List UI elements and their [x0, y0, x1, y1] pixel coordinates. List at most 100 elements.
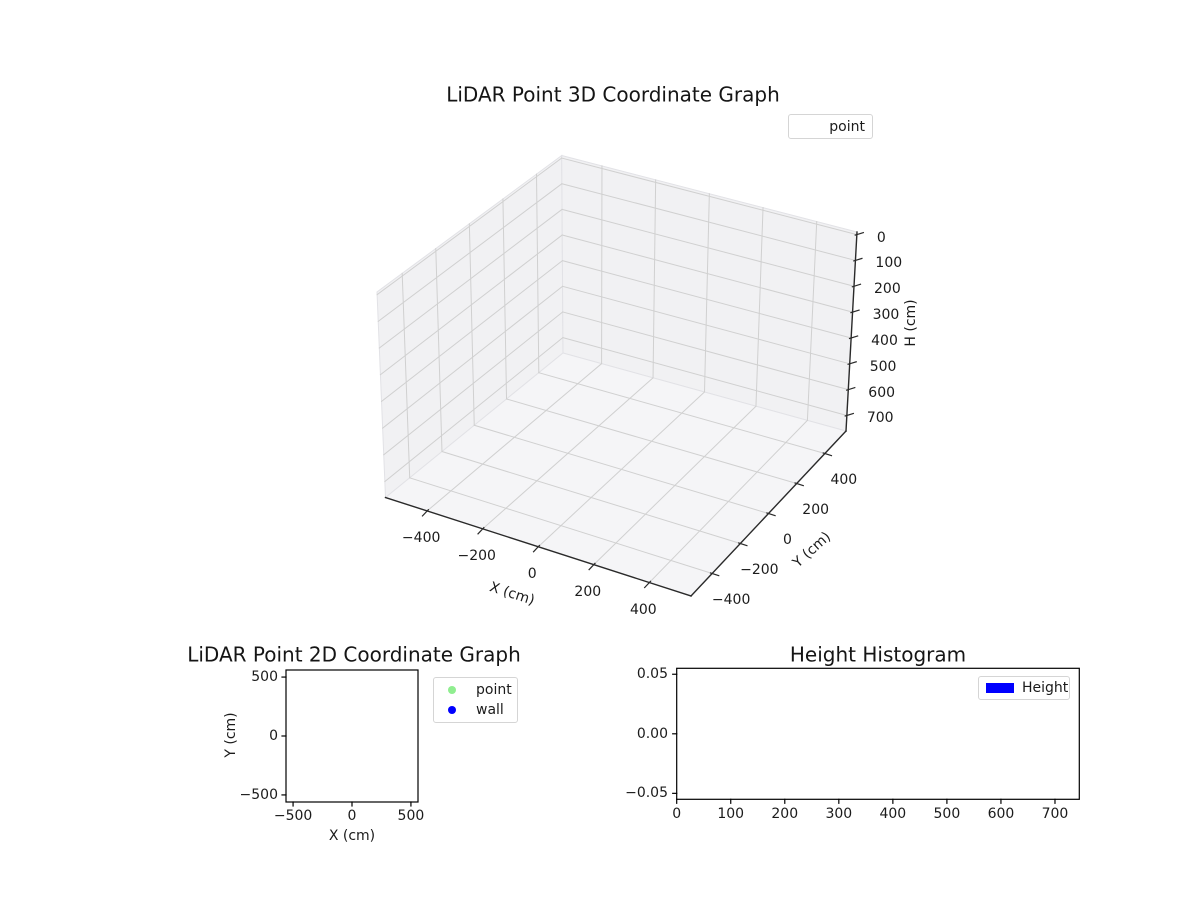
y-tick-label: −0.05: [625, 785, 668, 802]
x-tick-label: 400: [629, 601, 657, 618]
y-tick-label: 400: [830, 471, 858, 488]
empty-marker-handle: [796, 122, 822, 132]
x-tick-label: 100: [717, 806, 745, 822]
grid-line-h-left-wall: [381, 285, 564, 429]
y-tick-label: 0: [269, 728, 278, 744]
legend-entry-point: point: [434, 680, 517, 700]
grid-line-y-wall: [536, 173, 540, 374]
x-tick-label: 200: [574, 583, 602, 600]
plot3d-h-axis-label: H (cm): [903, 299, 919, 347]
grid-line-y-floor: [409, 477, 713, 575]
y-axis-tick: [709, 572, 720, 577]
legend-entry-point: point: [789, 115, 872, 138]
y-tick-label: 200: [802, 501, 830, 518]
legend-label: Height: [1022, 680, 1069, 696]
x-tick-label: 700: [1041, 806, 1069, 822]
h-axis-tick: [850, 309, 860, 314]
grid-line-y-wall: [468, 223, 475, 426]
legend-label: point: [476, 682, 512, 698]
plot2d-y-axis-label: Y (cm): [223, 712, 239, 758]
h-axis-tick: [851, 283, 862, 288]
x-tick-label: 300: [825, 806, 853, 822]
y-tick-label: 0.00: [636, 725, 668, 742]
histogram-title: Height Histogram: [789, 642, 967, 667]
x-tick-label: −500: [273, 808, 313, 824]
y-tick-label: −500: [239, 786, 278, 803]
h-tick-label: 600: [868, 384, 896, 401]
y-tick-label: 0: [783, 531, 792, 548]
histogram-legend: Height: [978, 676, 1070, 700]
h-tick-label: 100: [875, 255, 903, 272]
grid-line-y-wall: [401, 272, 411, 479]
h-tick-label: 200: [874, 281, 901, 298]
x-tick-label: −400: [401, 529, 441, 546]
grid-line-h-left-wall: [378, 208, 563, 349]
grid-line-h-left-wall: [384, 336, 564, 483]
grid-line-h-left-wall: [379, 234, 563, 376]
grid-line-h-right-wall: [562, 336, 848, 417]
plot3d-legend: point: [788, 114, 873, 139]
grid-line-y-floor: [441, 450, 741, 545]
x-tick-label: 600: [987, 806, 1015, 822]
plot2d-title: LiDAR Point 2D Coordinate Graph: [187, 642, 521, 667]
y-tick-label: −400: [711, 591, 751, 608]
legend-label: point: [829, 118, 865, 135]
grid-line-h-right-wall: [561, 285, 851, 365]
plot3d-title: LiDAR Point 3D Coordinate Graph: [446, 82, 780, 107]
x-tick-label: 0: [527, 565, 537, 582]
plot2d-x-axis-label: X (cm): [328, 828, 376, 844]
point-marker-icon: [448, 686, 456, 694]
grid-line-h-right-wall: [562, 311, 849, 391]
h-axis-line: [845, 231, 858, 432]
grid-line-h-left-wall: [380, 259, 564, 403]
y-tick-label: 0.05: [636, 666, 668, 683]
x-tick-label: 500: [933, 806, 961, 822]
y-tick-label: −200: [740, 561, 779, 578]
grid-line-h-right-wall: [561, 157, 858, 236]
x-axis-tick: [643, 580, 652, 589]
grid-line-h-right-wall: [561, 260, 852, 339]
x-tick-label: 500: [397, 808, 425, 824]
wall-marker-icon: [448, 706, 456, 714]
x-tick-label: 0: [672, 806, 682, 822]
legend-entry-wall: wall: [434, 700, 517, 720]
y-axis-tick: [766, 512, 776, 517]
x-tick-label: 400: [879, 806, 907, 822]
h-axis-tick: [853, 257, 863, 262]
grid-line-h-left-wall: [376, 157, 563, 296]
plot2d-axes: [281, 669, 419, 807]
legend-entry-height: Height: [979, 677, 1069, 699]
x-tick-label: −200: [457, 547, 496, 564]
y-axis-tick: [822, 452, 833, 457]
grid-line-y-floor: [538, 372, 826, 455]
grid-line-x-wall: [703, 193, 710, 393]
y-axis-tick: [794, 482, 805, 487]
grid-line-h-left-wall: [377, 183, 563, 323]
y-tick-label: 500: [251, 669, 278, 686]
h-axis-tick: [845, 386, 856, 391]
h-tick-label: 0: [876, 229, 886, 246]
grid-line-h-right-wall: [561, 183, 857, 262]
grid-line-y-wall: [502, 198, 508, 400]
grid-line-h-right-wall: [561, 234, 854, 313]
grid-line-h-left-wall: [383, 311, 564, 456]
plot3d-axes: [376, 154, 865, 597]
plot2d-legend: point wall: [433, 677, 518, 723]
y-axis-tick: [737, 542, 748, 547]
grid-line-h-right-wall: [561, 208, 855, 287]
grid-line-y-floor: [473, 424, 770, 515]
grid-line-y-floor: [505, 398, 798, 485]
grid-line-x-wall: [755, 207, 764, 407]
x-axis-tick: [421, 508, 430, 517]
h-axis-tick: [844, 412, 855, 417]
grid-line-x-wall: [652, 179, 657, 379]
x-tick-label: 0: [347, 808, 357, 824]
h-tick-label: 700: [866, 410, 894, 427]
x-axis-tick: [588, 562, 596, 571]
x-axis-tick: [532, 544, 541, 553]
h-axis-tick: [848, 335, 859, 340]
h-tick-label: 400: [871, 332, 898, 349]
h-axis-tick: [847, 361, 857, 366]
